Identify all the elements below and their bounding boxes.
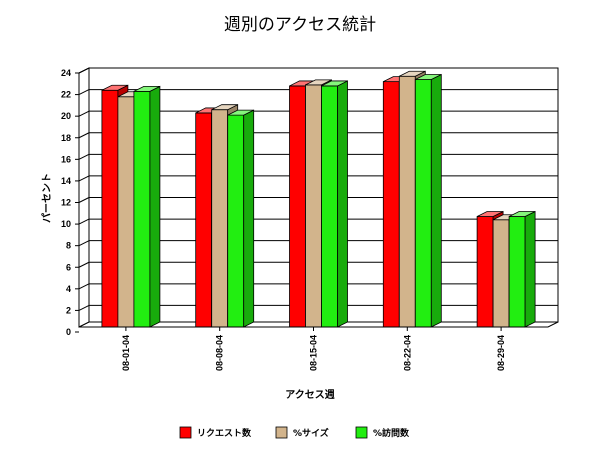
bar: [305, 84, 322, 328]
gridline-side: [78, 132, 90, 139]
bar: [398, 75, 416, 328]
gridline-side: [78, 283, 90, 290]
bars-group: [101, 70, 536, 328]
bar: [117, 96, 135, 328]
y-tick-label: 12: [61, 198, 71, 208]
y-tick-label: 8: [66, 241, 71, 251]
bar-top: [476, 211, 504, 217]
bar: [211, 109, 229, 328]
legend-label: %サイズ: [293, 427, 329, 439]
legend-swatch: [179, 426, 192, 439]
legend-label: %訪問数: [373, 427, 410, 439]
gridline-side: [78, 175, 90, 182]
y-tick-label: 14: [61, 176, 71, 186]
bar-top: [415, 74, 442, 80]
gridline-side: [78, 89, 90, 96]
y-tick-label: 6: [66, 262, 71, 272]
bar: [227, 114, 245, 328]
gridline-side: [78, 218, 90, 225]
bar-top: [508, 211, 536, 217]
gridline-side: [78, 67, 90, 74]
bar-side: [149, 85, 161, 328]
bar: [133, 90, 151, 328]
y-tick-label: 20: [61, 111, 71, 121]
bar-top: [101, 84, 129, 91]
bar: [414, 79, 432, 328]
y-tick-label: 24: [61, 68, 71, 78]
x-tick-label: 08-15-04: [309, 335, 319, 371]
gridline-side: [78, 153, 90, 160]
x-tick-label: 08-01-04: [121, 335, 131, 371]
bar-side: [243, 109, 255, 328]
y-tick-label: 10: [61, 219, 71, 229]
bar: [382, 81, 400, 328]
y-tick-label: 2: [66, 305, 71, 315]
x-tick-label: 08-29-04: [496, 335, 506, 371]
bar: [476, 216, 494, 328]
bar-top: [211, 104, 238, 111]
x-tick-label: 08-22-04: [402, 335, 412, 371]
x-tick-label: 08-08-04: [215, 335, 225, 371]
bar: [508, 216, 526, 328]
x-axis-label: アクセス週: [285, 389, 335, 401]
bar: [195, 112, 213, 328]
bar: [289, 85, 306, 328]
y-tick-label: 4: [66, 284, 71, 294]
bar-side: [337, 80, 348, 328]
gridline-side: [78, 240, 90, 247]
bar: [321, 85, 338, 328]
bar-side: [430, 73, 442, 328]
bar: [492, 219, 510, 328]
bar-top: [321, 80, 348, 87]
y-tick-label: 0: [66, 327, 71, 337]
bar-top: [305, 79, 332, 86]
y-tick-label: 18: [61, 133, 71, 143]
chart-title: 週別のアクセス統計: [224, 15, 376, 35]
legend-label: リクエスト数: [197, 427, 252, 439]
y-tick-label: 16: [61, 154, 71, 164]
gridline-side: [78, 110, 90, 117]
x-axis: 08-01-04 08-08-04 08-15-04 08-22-04 08-29-04: [78, 73, 548, 371]
bar: [101, 89, 119, 328]
legend: リクエスト数 %サイズ %訪問数: [179, 426, 410, 439]
bar-side: [524, 210, 536, 328]
bar-top: [399, 70, 426, 77]
gridline-side: [78, 304, 90, 311]
y-axis-label: パーセント: [41, 173, 53, 223]
legend-swatch: [355, 426, 368, 439]
bar-top: [227, 109, 254, 116]
gridline-side: [78, 261, 90, 268]
bar-top: [133, 85, 161, 92]
legend-swatch: [275, 426, 288, 439]
y-tick-label: 22: [61, 90, 71, 100]
gridline-side: [78, 197, 90, 203]
